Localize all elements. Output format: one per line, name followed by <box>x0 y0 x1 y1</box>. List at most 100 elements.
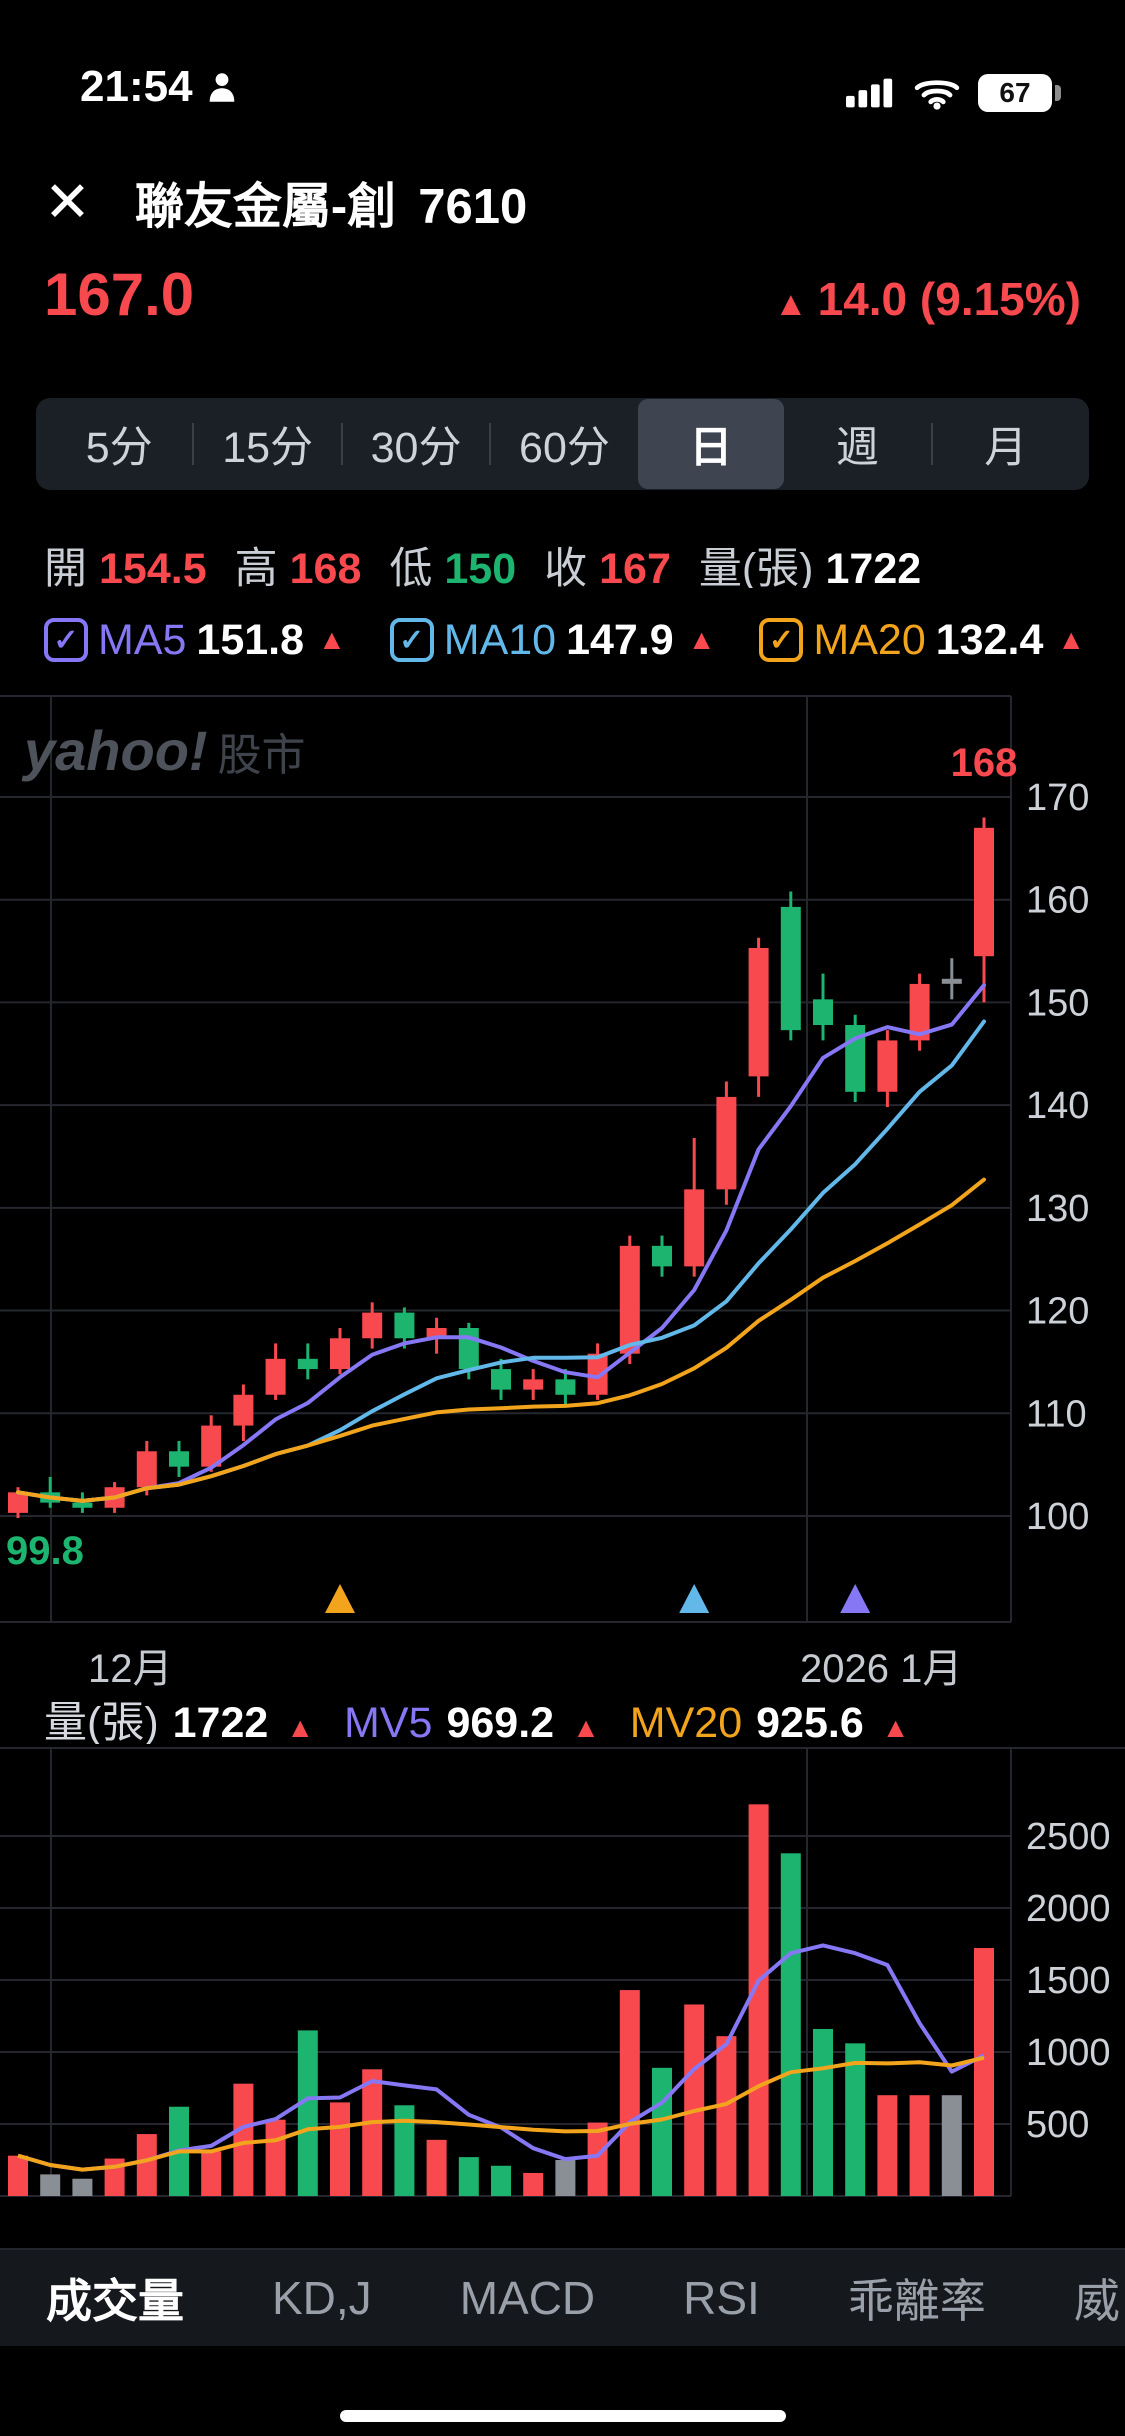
up-triangle-icon: ▲ <box>687 624 716 655</box>
volume-stat-value: 969.2 <box>446 1699 555 1744</box>
period-tab-7[interactable]: 月 <box>984 424 1028 472</box>
checkbox-icon: ✓ <box>389 618 434 662</box>
ma-value: 151.8 <box>196 615 305 664</box>
indicator-tab-6[interactable]: 威 <box>1073 2275 1120 2327</box>
x-label-december: 12月 <box>88 1647 173 1691</box>
indicator-tab-5[interactable]: 乖離率 <box>847 2275 986 2327</box>
indicator-tabs: 成交量 KD,J MACD RSI 乖離率 威 <box>0 2248 1125 2346</box>
main-chart[interactable]: 170 160 150 140 130 120 110 100 168 99.8 yahoo! 股市 <box>0 692 1125 1632</box>
period-tab-6[interactable]: 週 <box>835 424 879 472</box>
svg-text:140: 140 <box>1026 1085 1089 1127</box>
volume-stat-value: 925.6 <box>756 1699 864 1744</box>
svg-text:2500: 2500 <box>1026 1816 1111 1858</box>
ohlc-label: 收 <box>544 545 588 588</box>
volume-stat-value: 1722 <box>172 1699 269 1744</box>
tab-separator <box>340 423 343 465</box>
ohlc-label: 開 <box>44 545 87 588</box>
svg-text:120: 120 <box>1026 1291 1089 1333</box>
wifi-icon <box>914 80 960 110</box>
ma-label: MA10 <box>443 615 557 664</box>
up-triangle-icon: ▲ <box>572 1712 600 1743</box>
tab-separator <box>930 423 933 465</box>
clock: 21:54 <box>80 62 193 111</box>
svg-text:1000: 1000 <box>1026 2032 1111 2074</box>
volume-stat: MV20 925.6 ▲ <box>630 1699 910 1744</box>
ohlc-value: 1722 <box>825 545 922 588</box>
ma-toggle-ma5[interactable]: ✓ MA5 151.8 ▲ <box>44 616 346 665</box>
ma-value: 132.4 <box>935 615 1044 664</box>
period-tab-1[interactable]: 5分 <box>85 424 153 472</box>
svg-text:100: 100 <box>1026 1496 1089 1538</box>
ma-label: MA20 <box>813 615 926 664</box>
checkbox-icon: ✓ <box>759 618 804 662</box>
up-triangle-icon: ▲ <box>318 624 346 655</box>
indicator-tab-4[interactable]: RSI <box>683 2272 760 2324</box>
svg-text:110: 110 <box>1026 1393 1087 1435</box>
volume-chart[interactable]: 2500 2000 1500 1000 500 <box>0 1744 1125 2214</box>
tab-separator <box>489 423 492 465</box>
up-triangle-icon: ▲ <box>881 1712 910 1743</box>
yahoo-watermark: yahoo! 股市 <box>24 719 306 782</box>
volume-stat-label: MV20 <box>629 1699 743 1744</box>
header: ✕ 聯友金屬-創 7610 <box>0 154 1125 250</box>
stock-code: 7610 <box>418 179 528 234</box>
battery-icon: 67 <box>978 74 1061 112</box>
close-icon[interactable]: ✕ <box>44 170 91 233</box>
ma-label: MA5 <box>98 615 187 664</box>
svg-text:99.8: 99.8 <box>6 1529 84 1573</box>
period-tab-4[interactable]: 60分 <box>519 424 610 472</box>
indicator-tab-1[interactable]: 成交量 <box>46 2275 184 2327</box>
volume-stat: MV5 969.2 ▲ <box>344 1699 600 1744</box>
period-tab-5[interactable]: 日 <box>637 399 785 489</box>
svg-text:2000: 2000 <box>1026 1888 1111 1930</box>
period-tab-3[interactable]: 30分 <box>370 424 462 472</box>
volume-stat-label: 量(張) <box>44 1699 159 1744</box>
volume-header: 量(張) 1722 ▲ MV5 969.2 ▲ MV20 925.6 ▲ <box>0 1688 1125 1744</box>
cellular-signal-icon <box>846 78 893 108</box>
x-label-january: 2026 1月 <box>800 1647 963 1691</box>
svg-text:170: 170 <box>1026 777 1089 819</box>
up-triangle-icon: ▲ <box>286 1712 315 1743</box>
indicator-tab-3[interactable]: MACD <box>459 2272 596 2324</box>
ohlc-value: 167 <box>599 545 671 588</box>
checkbox-icon: ✓ <box>44 618 88 662</box>
battery-nub <box>1055 85 1061 101</box>
tab-separator <box>192 423 195 465</box>
yahoo-logo: yahoo! <box>24 719 208 782</box>
svg-text:150: 150 <box>1026 982 1089 1024</box>
volume-stat-label: MV5 <box>344 1699 433 1744</box>
period-tab-2[interactable]: 15分 <box>222 424 314 472</box>
ohlc-label: 高 <box>234 545 278 588</box>
svg-text:168: 168 <box>951 741 1018 785</box>
ohlc-label: 量(張) <box>698 545 814 588</box>
ma-toggle-ma10[interactable]: ✓ MA10 147.9 ▲ <box>389 615 716 665</box>
status-bar: 21:54 67 <box>0 0 1125 120</box>
indicator-tab-2[interactable]: KD,J <box>272 2272 372 2324</box>
ma-toggle-ma20[interactable]: ✓ MA20 132.4 ▲ <box>759 616 1085 665</box>
focus-person-icon <box>209 73 234 102</box>
svg-text:160: 160 <box>1026 880 1089 922</box>
volume-stat: 量(張) 1722 ▲ <box>44 1688 314 1744</box>
x-axis: 12月 2026 1月 <box>0 1632 1125 1691</box>
stock-name: 聯友金屬-創 <box>134 179 397 234</box>
svg-text:1500: 1500 <box>1026 1960 1111 2002</box>
ohlc-value: 168 <box>289 545 362 588</box>
home-indicator[interactable] <box>339 2410 786 2422</box>
ma-value: 147.9 <box>566 615 674 664</box>
quote-row: 167.0 ▲ 14.0 (9.15%) <box>0 260 1125 350</box>
battery-percent: 67 <box>999 77 1031 108</box>
svg-text:500: 500 <box>1026 2104 1089 2146</box>
up-triangle-icon: ▲ <box>773 285 808 323</box>
price-change: 14.0 (9.15%) <box>817 273 1081 325</box>
ohlc-value: 150 <box>444 545 517 588</box>
ma-row: ✓ MA5 151.8 ▲ ✓ MA10 147.9 ▲ ✓ MA20 132.4 ▲ <box>0 612 1125 668</box>
main-chart-svg[interactable]: 170 160 150 140 130 120 110 100 168 99.8 <box>0 692 1125 1632</box>
ohlc-row: 開 154.5 高 168 低 150 收 167 量(張) 1722 <box>0 534 1125 588</box>
up-triangle-icon: ▲ <box>1057 624 1086 655</box>
ohlc-value: 154.5 <box>99 545 207 588</box>
svg-text:130: 130 <box>1026 1188 1089 1230</box>
ohlc-label: 低 <box>389 545 433 588</box>
current-price: 167.0 <box>44 261 195 328</box>
volume-chart-svg[interactable]: 2500 2000 1500 1000 500 <box>0 1744 1125 2214</box>
